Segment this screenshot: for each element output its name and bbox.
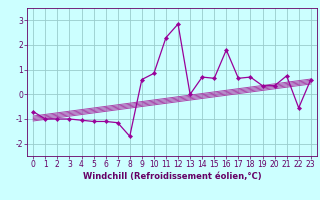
X-axis label: Windchill (Refroidissement éolien,°C): Windchill (Refroidissement éolien,°C)	[83, 172, 261, 181]
